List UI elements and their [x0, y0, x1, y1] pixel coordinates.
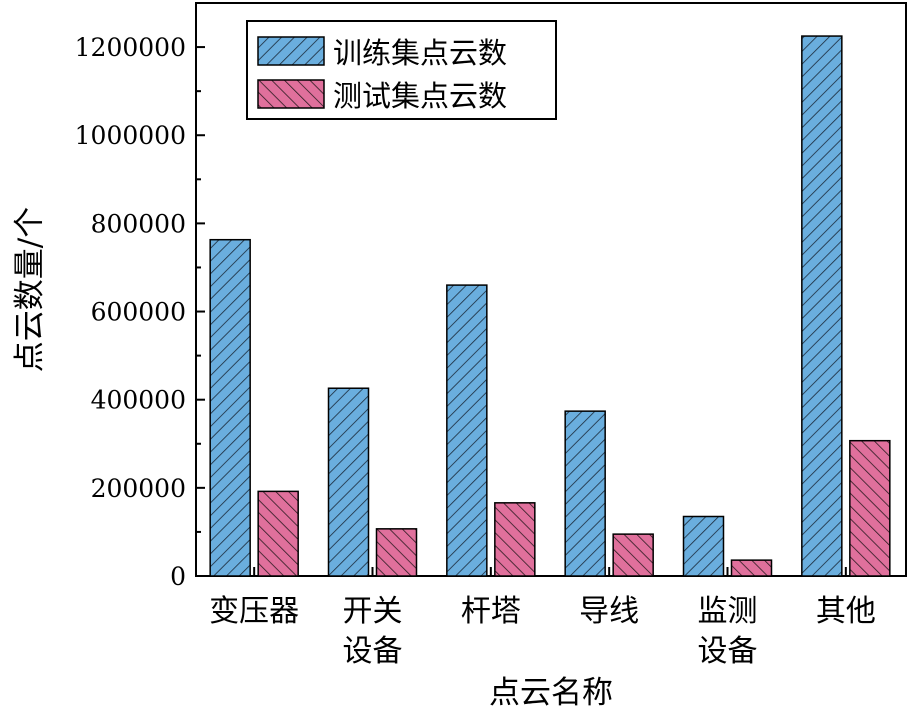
y-tick-label: 0 — [170, 562, 186, 591]
x-tick-label: 导线 — [579, 594, 639, 629]
train-bar — [564, 410, 606, 577]
test-bar — [494, 502, 536, 577]
x-tick-label: 设备 — [698, 634, 758, 669]
test-bar — [257, 490, 299, 577]
x-tick-label: 监测 — [698, 594, 758, 629]
legend-swatch — [257, 36, 325, 66]
train-bar — [801, 35, 843, 577]
test-bar — [612, 533, 654, 577]
y-tick-label: 1200000 — [75, 33, 186, 62]
plot-area: 0 200000 400000 600000 800000 1000000 1200000 变… — [12, 2, 907, 711]
legend-label: 测试集点云数 — [333, 79, 507, 113]
y-tick-label: 1000000 — [75, 121, 186, 150]
x-tick-label: 变压器 — [209, 594, 299, 629]
plot-frame — [195, 2, 907, 577]
x-tick-label: 开关 — [343, 594, 403, 629]
train-bar — [682, 515, 725, 577]
legend-swatch — [257, 79, 325, 109]
test-bar — [849, 439, 891, 577]
train-bar — [209, 238, 251, 577]
x-tick-label: 其他 — [816, 594, 876, 629]
y-axis-title: 点云数量/个 — [12, 207, 48, 372]
y-tick-label: 800000 — [91, 209, 186, 238]
test-bar — [730, 559, 773, 577]
x-tick-label: 杆塔 — [461, 594, 521, 629]
train-bar — [327, 387, 370, 577]
x-tick-label: 设备 — [343, 634, 403, 669]
legend-label: 训练集点云数 — [333, 36, 507, 70]
test-bar — [375, 528, 418, 577]
y-tick-label: 400000 — [91, 386, 186, 415]
y-tick-label: 200000 — [91, 474, 186, 503]
x-axis-title: 点云名称 — [489, 675, 613, 711]
train-bar — [446, 284, 488, 577]
y-tick-label: 600000 — [91, 298, 186, 327]
